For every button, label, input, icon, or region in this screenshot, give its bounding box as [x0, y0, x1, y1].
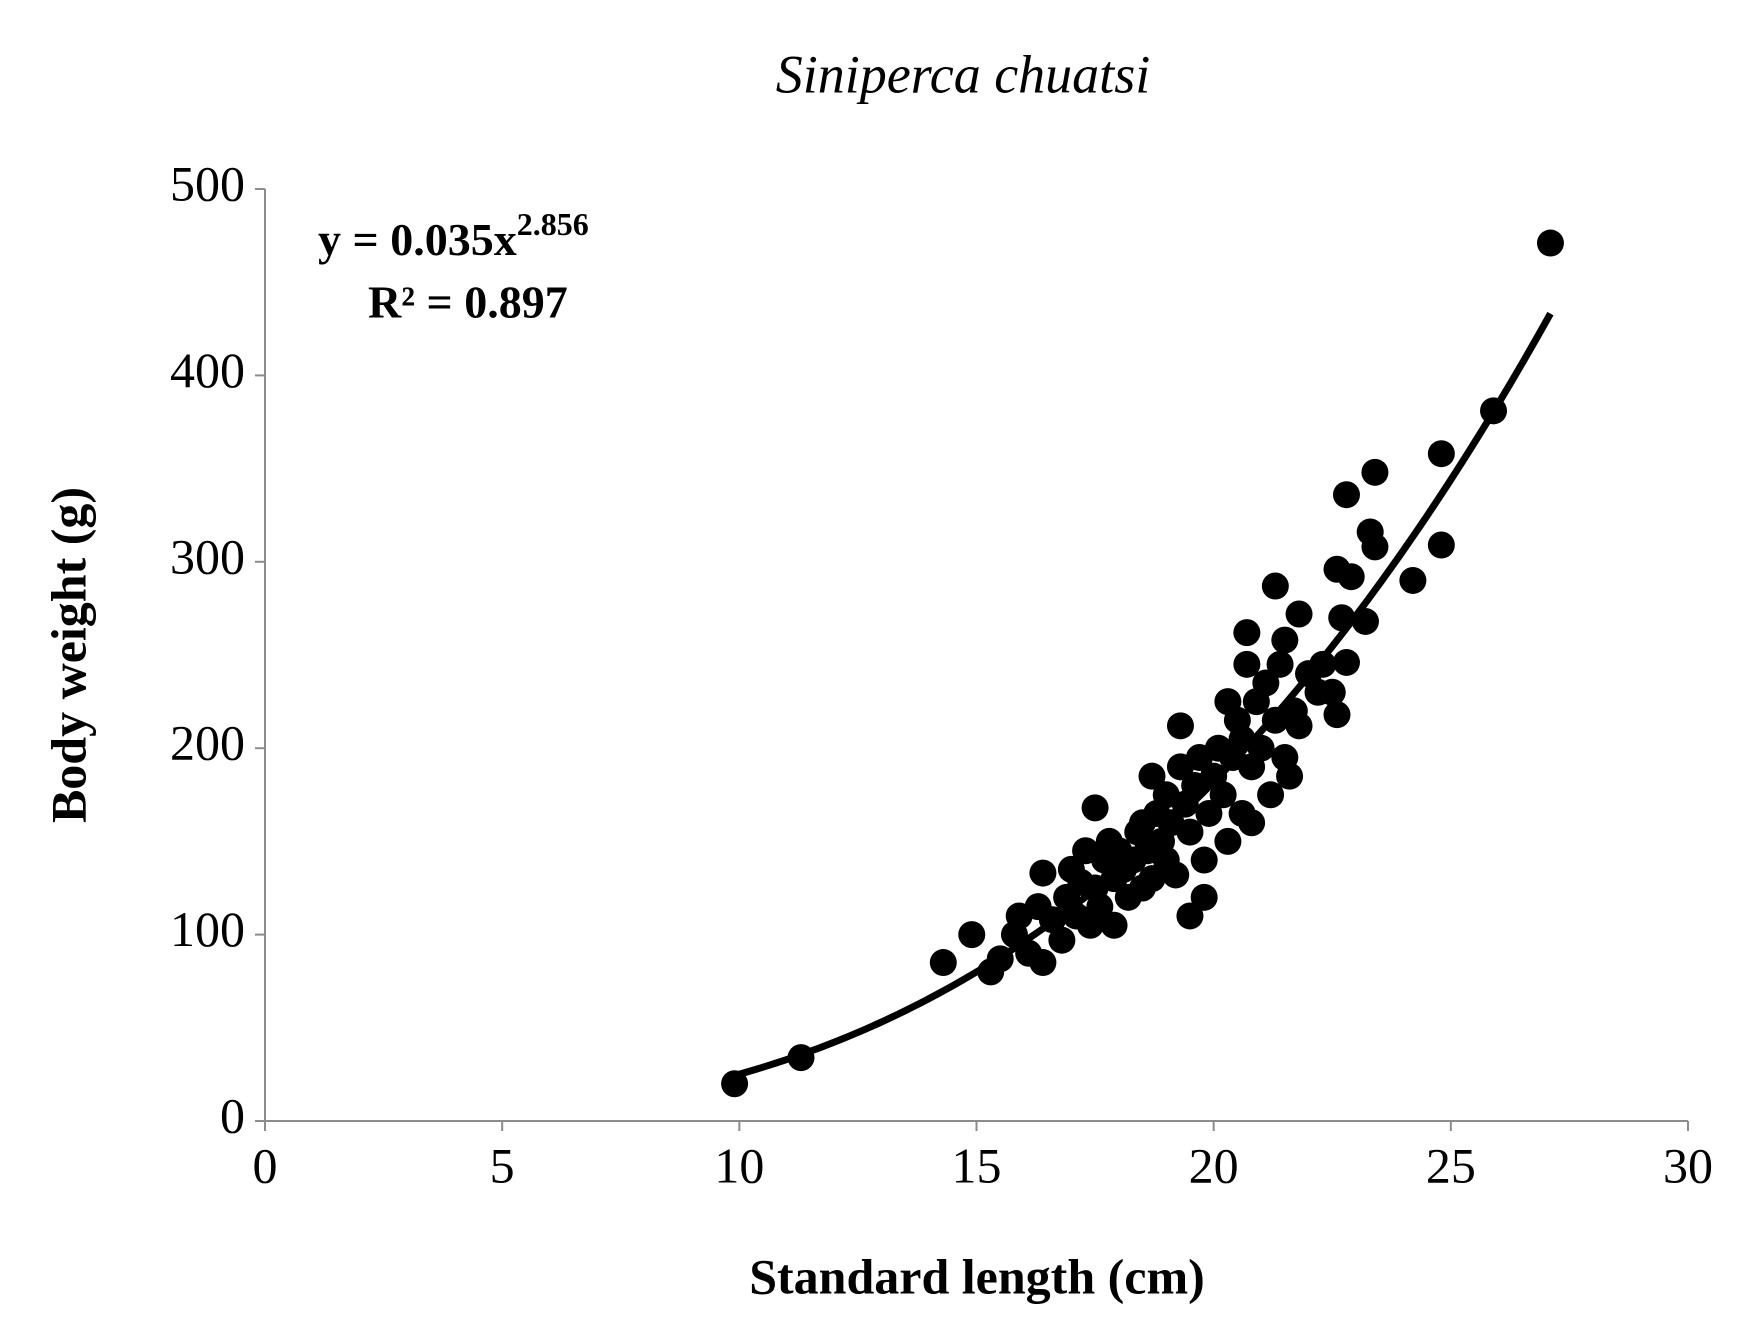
y-tick-label: 100 [170, 901, 245, 957]
point [1318, 678, 1346, 706]
x-tick-label: 15 [952, 1137, 1002, 1193]
point [958, 921, 986, 949]
x-axis-title: Standard length (cm) [749, 1248, 1205, 1304]
point [1081, 794, 1109, 822]
fit-curve [733, 311, 1554, 1079]
point [1195, 799, 1223, 827]
point [1209, 781, 1237, 809]
point [1176, 902, 1204, 930]
y-tick-label: 200 [170, 715, 245, 771]
chart-title: Siniperca chuatsi [776, 44, 1150, 104]
point [1190, 883, 1218, 911]
point [1266, 650, 1294, 678]
x-tick-label: 0 [253, 1137, 278, 1193]
x-tick-label: 25 [1426, 1137, 1476, 1193]
point [1361, 458, 1389, 486]
fit-equation: y = 0.035x2.856 [318, 206, 589, 264]
point [1276, 762, 1304, 790]
y-tick-label: 300 [170, 528, 245, 584]
point [1351, 607, 1379, 635]
point [1233, 619, 1261, 647]
equation-text: y = 0.035x [318, 214, 517, 265]
r-squared: R² = 0.897 [368, 277, 568, 328]
point [1323, 701, 1351, 729]
equation-exponent: 2.856 [517, 206, 589, 242]
point [1328, 604, 1356, 632]
point [1086, 893, 1114, 921]
point [1285, 600, 1313, 628]
point [1100, 911, 1128, 939]
point [1252, 669, 1280, 697]
point [1214, 827, 1242, 855]
point [1138, 865, 1166, 893]
point [787, 1044, 815, 1072]
point [929, 949, 957, 977]
point [1271, 626, 1299, 654]
point [1166, 712, 1194, 740]
point [1309, 650, 1337, 678]
point [1029, 859, 1057, 887]
y-tick-label: 0 [220, 1087, 245, 1143]
point [1337, 563, 1365, 591]
point [1480, 397, 1508, 425]
point [1427, 531, 1455, 559]
y-tick-label: 400 [170, 342, 245, 398]
point [1190, 846, 1218, 874]
point [1257, 781, 1285, 809]
point [1332, 648, 1360, 676]
point [1536, 229, 1564, 257]
x-tick-label: 5 [490, 1137, 515, 1193]
point [1332, 481, 1360, 509]
point [1138, 762, 1166, 790]
x-tick-label: 20 [1189, 1137, 1239, 1193]
point [1176, 818, 1204, 846]
point [1361, 533, 1389, 561]
y-tick-label: 500 [170, 155, 245, 211]
point [1261, 572, 1289, 600]
point [1233, 650, 1261, 678]
point [1029, 949, 1057, 977]
x-tick-label: 30 [1663, 1137, 1713, 1193]
point [1399, 566, 1427, 594]
point [986, 945, 1014, 973]
point [1048, 926, 1076, 954]
point [1238, 809, 1266, 837]
y-axis-title: Body weight (g) [40, 487, 96, 823]
point [1285, 712, 1313, 740]
point [1162, 861, 1190, 889]
x-tick-label: 10 [714, 1137, 764, 1193]
point [721, 1070, 749, 1098]
point [1427, 440, 1455, 468]
point [1038, 906, 1066, 934]
point [1247, 734, 1275, 762]
